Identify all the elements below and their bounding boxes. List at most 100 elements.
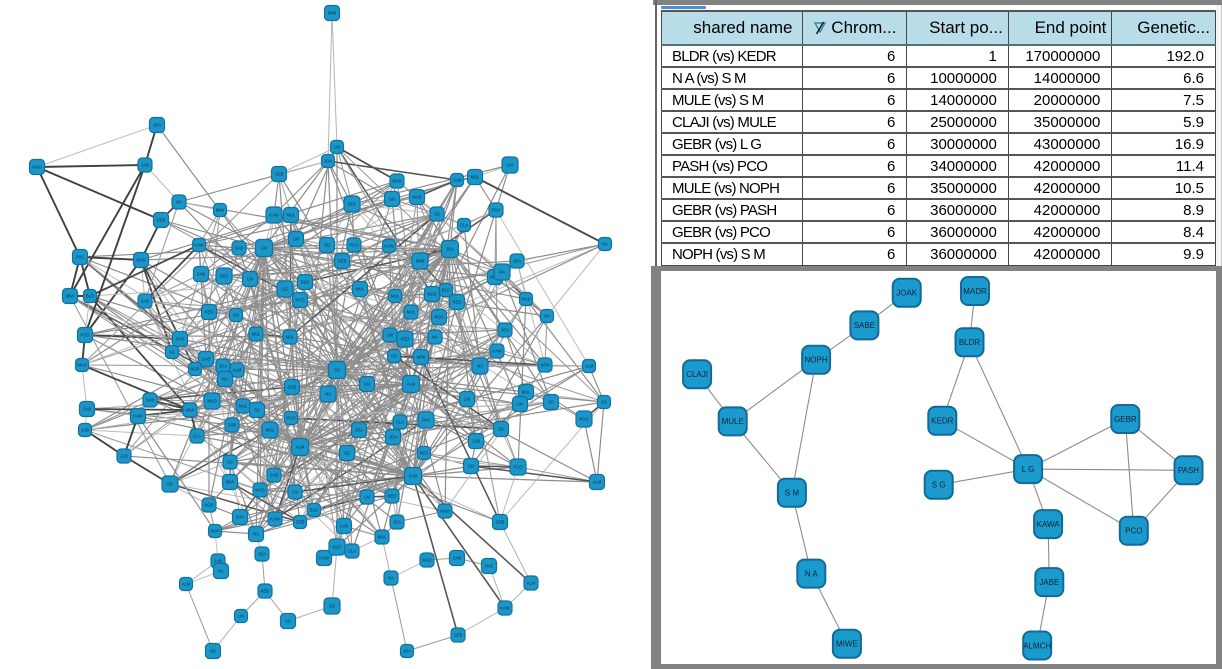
svg-text:MAD: MAD xyxy=(32,165,41,170)
svg-text:PAS: PAS xyxy=(492,208,500,213)
svg-text:LM: LM xyxy=(507,163,513,168)
svg-text:PCO: PCO xyxy=(434,315,444,320)
svg-text:LM: LM xyxy=(468,464,474,469)
svg-text:JAB: JAB xyxy=(472,439,480,444)
svg-text:ALM: ALM xyxy=(453,178,462,183)
svg-text:SABE: SABE xyxy=(854,321,875,330)
svg-text:JAB: JAB xyxy=(214,559,222,564)
svg-text:MIW: MIW xyxy=(416,259,425,264)
svg-text:SAB: SAB xyxy=(270,473,279,478)
svg-text:NA: NA xyxy=(218,569,224,574)
svg-text:L G: L G xyxy=(1022,465,1035,474)
svg-text:JOA: JOA xyxy=(403,649,411,654)
svg-text:BLD: BLD xyxy=(348,202,356,207)
svg-text:MAD: MAD xyxy=(255,488,264,493)
svg-text:GEB: GEB xyxy=(157,218,166,223)
svg-text:NOP: NOP xyxy=(204,503,213,508)
svg-text:JOA: JOA xyxy=(236,515,244,520)
svg-text:PCO: PCO xyxy=(286,416,296,421)
svg-text:JOA: JOA xyxy=(513,259,521,264)
svg-text:PCO: PCO xyxy=(1125,527,1142,536)
svg-text:SG: SG xyxy=(169,350,175,355)
svg-text:JOA: JOA xyxy=(258,552,266,557)
svg-text:KED: KED xyxy=(401,337,410,342)
svg-text:MIW: MIW xyxy=(216,208,225,213)
svg-text:GEB: GEB xyxy=(454,633,463,638)
svg-text:NOP: NOP xyxy=(190,367,199,372)
svg-text:KAW: KAW xyxy=(269,213,278,218)
svg-text:GEB: GEB xyxy=(296,520,305,525)
svg-text:LM: LM xyxy=(238,614,244,619)
svg-text:NA: NA xyxy=(253,532,259,537)
svg-text:MUL: MUL xyxy=(287,213,297,218)
svg-text:KAW: KAW xyxy=(500,606,509,611)
svg-text:LM: LM xyxy=(261,246,267,251)
svg-text:SAB: SAB xyxy=(202,357,211,362)
svg-text:MAD: MAD xyxy=(207,399,216,404)
svg-text:JAB: JAB xyxy=(120,454,128,459)
svg-text:NA: NA xyxy=(544,314,550,319)
svg-text:JAB: JAB xyxy=(81,428,89,433)
svg-text:JOA: JOA xyxy=(389,435,397,440)
svg-text:MUL: MUL xyxy=(266,428,276,433)
svg-text:JOA: JOA xyxy=(501,328,509,333)
svg-text:KED: KED xyxy=(388,494,397,499)
svg-text:KAW: KAW xyxy=(270,517,279,522)
svg-text:PAS: PAS xyxy=(422,418,430,423)
svg-text:SG: SG xyxy=(389,197,395,202)
svg-text:LM: LM xyxy=(247,277,253,282)
svg-text:ALM: ALM xyxy=(296,445,305,450)
svg-text:MIW: MIW xyxy=(328,11,337,16)
svg-text:JOA: JOA xyxy=(219,364,227,369)
svg-text:MADR: MADR xyxy=(963,287,987,296)
svg-text:JOAK: JOAK xyxy=(896,289,918,298)
svg-text:NA: NA xyxy=(325,392,331,397)
svg-text:BLD: BLD xyxy=(442,288,450,293)
svg-text:GEB: GEB xyxy=(275,172,284,177)
svg-text:KAW: KAW xyxy=(133,414,142,419)
svg-text:MAD: MAD xyxy=(77,363,86,368)
svg-text:MIW: MIW xyxy=(417,355,426,360)
svg-text:SG: SG xyxy=(167,482,173,487)
svg-text:MAD: MAD xyxy=(412,195,421,200)
svg-text:PAS: PAS xyxy=(485,564,493,569)
svg-text:KED: KED xyxy=(420,451,429,456)
svg-text:BLDR: BLDR xyxy=(959,338,981,347)
svg-text:KAWA: KAWA xyxy=(1037,520,1061,529)
svg-text:SAB: SAB xyxy=(141,299,150,304)
svg-text:MUL: MUL xyxy=(407,310,417,315)
svg-text:JOA: JOA xyxy=(393,520,401,525)
svg-text:KAW: KAW xyxy=(194,243,203,248)
svg-text:JOA: JOA xyxy=(355,428,363,433)
svg-text:SG: SG xyxy=(233,313,239,318)
svg-text:SG: SG xyxy=(391,354,397,359)
svg-text:MAD: MAD xyxy=(440,509,449,514)
svg-text:KAW: KAW xyxy=(384,244,393,249)
svg-text:LM: LM xyxy=(292,490,298,495)
svg-text:MAD: MAD xyxy=(427,292,436,297)
svg-text:LM: LM xyxy=(517,402,523,407)
svg-text:SAB: SAB xyxy=(453,556,462,561)
svg-text:NA: NA xyxy=(388,576,394,581)
svg-text:SAB: SAB xyxy=(197,272,206,277)
svg-text:PCO: PCO xyxy=(80,333,90,338)
svg-text:CLA: CLA xyxy=(193,434,201,439)
svg-text:MUL: MUL xyxy=(356,287,366,292)
svg-text:ALM: ALM xyxy=(585,364,594,369)
svg-text:SG: SG xyxy=(344,451,350,456)
svg-text:MAD: MAD xyxy=(422,558,431,563)
svg-text:SG: SG xyxy=(434,212,440,217)
svg-text:PCO: PCO xyxy=(579,417,589,422)
svg-text:NOPH: NOPH xyxy=(805,356,828,365)
svg-text:JOA: JOA xyxy=(324,159,332,164)
svg-text:JABE: JABE xyxy=(1039,578,1059,587)
svg-text:S M: S M xyxy=(785,489,800,498)
svg-text:KED: KED xyxy=(220,274,229,279)
svg-text:N A: N A xyxy=(805,569,819,578)
svg-text:CLA: CLA xyxy=(396,420,404,425)
svg-text:LM: LM xyxy=(293,237,299,242)
svg-text:BLD: BLD xyxy=(86,294,94,299)
svg-text:NA: NA xyxy=(602,242,608,247)
svg-text:PCO: PCO xyxy=(513,465,523,470)
svg-text:KED: KED xyxy=(205,310,214,315)
